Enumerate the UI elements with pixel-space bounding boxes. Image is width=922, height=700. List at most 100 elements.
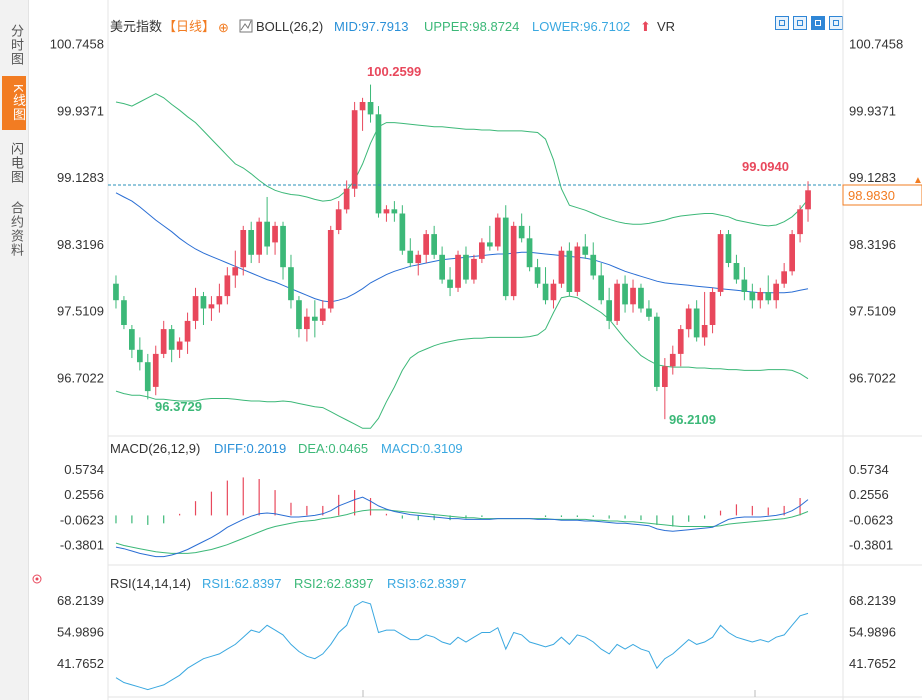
candle-body — [566, 250, 573, 292]
boll-upper-line — [115, 93, 809, 227]
tab-contract-info[interactable]: 合约资料 — [9, 201, 24, 257]
tab-kline[interactable]: K线图 — [2, 76, 26, 130]
price-tick-left: 96.7022 — [57, 371, 104, 386]
candle-body — [327, 230, 334, 309]
candle-body — [383, 209, 390, 214]
candle-body — [168, 329, 175, 350]
candle-body — [773, 283, 779, 301]
crosshair-icon[interactable] — [775, 16, 789, 30]
macd-tick-right: 0.2556 — [849, 487, 889, 502]
candle-body — [757, 292, 764, 301]
tab-time-sharing[interactable]: 分时图 — [9, 24, 24, 66]
candle-body — [359, 102, 366, 111]
price-axis: 100.7458 100.7458 99.9371 99.9371 99.1283 99.… — [50, 36, 903, 385]
diff-line — [115, 496, 809, 558]
candle-body — [590, 254, 597, 276]
rsi-tick-right: 68.2139 — [849, 593, 896, 608]
boll-label: BOLL(26,2) — [256, 19, 323, 34]
candle-body — [654, 316, 660, 387]
macd-tick-right: 0.5734 — [849, 462, 889, 477]
candle-body — [447, 279, 453, 288]
price-tick-left: 97.5109 — [57, 304, 104, 319]
candle-body — [455, 254, 461, 288]
gear-icon-center — [35, 577, 39, 581]
candle-body — [725, 234, 732, 263]
candle-body — [335, 209, 342, 230]
macd-axis: 0.5734 0.5734 0.2556 0.2556 -0.0623 -0.0623 -0… — [60, 462, 893, 552]
panel-frames — [107, 0, 922, 700]
rsi-axis: 68.2139 68.2139 54.9896 54.9896 41.7652 41.76… — [57, 593, 896, 671]
candle-body — [200, 296, 207, 309]
macd-tick-left: 0.5734 — [64, 462, 104, 477]
candle-body — [701, 325, 708, 338]
candle-body — [423, 234, 429, 255]
boll-mid-line — [115, 192, 809, 303]
low-annotation-1: 96.3729 — [155, 399, 202, 414]
rsi-plot — [115, 600, 809, 691]
candle-body — [248, 230, 254, 255]
candle-body — [391, 209, 398, 214]
instrument-name: 美元指数 — [110, 19, 162, 34]
zoom-out-icon[interactable] — [811, 16, 825, 30]
candle-body — [526, 238, 533, 268]
candle-body — [646, 308, 652, 317]
candle-body — [542, 283, 549, 301]
dea-line — [115, 509, 809, 554]
last-price-value: 98.9830 — [848, 188, 895, 203]
candle-body — [264, 221, 270, 247]
boll-lower-line — [115, 295, 809, 429]
tab-flash-chart[interactable]: 闪电图 — [9, 142, 24, 184]
price-tick-right: 99.1283 — [849, 170, 896, 185]
rsi-header: RSI(14,14,14) RSI1:62.8397 RSI2:62.8397 … — [32, 574, 467, 591]
rsi-title: RSI(14,14,14) — [110, 576, 191, 591]
settings-icon: ⊕ — [218, 20, 229, 35]
candle-body — [319, 308, 326, 321]
candle-body — [502, 217, 509, 297]
high-annotation: 100.2599 — [367, 64, 421, 79]
macd-diff: DIFF:0.2019 — [214, 441, 286, 456]
candle-body — [789, 234, 795, 272]
candle-body — [471, 258, 477, 280]
candle-body — [176, 341, 183, 350]
candle-body — [518, 225, 525, 239]
candle-body — [288, 267, 294, 301]
indicator-icon-glyph — [240, 20, 252, 31]
rsi-tick-left: 41.7652 — [57, 656, 104, 671]
candle-body — [479, 242, 485, 259]
candle-body — [487, 242, 493, 247]
price-tick-left: 98.3196 — [57, 237, 104, 252]
candle-body — [733, 263, 740, 280]
rsi-tick-left: 54.9896 — [57, 625, 104, 640]
fullscreen-icon[interactable] — [829, 16, 843, 30]
candle-body — [375, 114, 382, 214]
candle-body — [431, 234, 437, 255]
candle-body — [805, 190, 811, 210]
rsi-line — [115, 600, 809, 691]
candle-body — [693, 308, 700, 338]
candle-body — [598, 275, 604, 301]
rsi2-value: RSI2:62.8397 — [294, 576, 374, 591]
macd-tick-right: -0.0623 — [849, 512, 893, 527]
candle-body — [272, 225, 278, 243]
candle-body — [630, 287, 636, 305]
recent-high-annotation: 99.0940 — [742, 159, 789, 174]
candle-body — [558, 250, 565, 284]
candle-body — [622, 283, 628, 305]
candle-body — [129, 329, 135, 350]
macd-value: MACD:0.3109 — [381, 441, 463, 456]
candle-body — [224, 275, 231, 297]
macd-tick-right: -0.3801 — [849, 538, 893, 553]
view-tab-strip: 分时图 K线图 闪电图 合约资料 — [0, 0, 29, 700]
candle-body — [232, 267, 239, 276]
candle-body — [510, 225, 517, 297]
zoom-in-icon[interactable] — [793, 16, 807, 30]
macd-dea: DEA:0.0465 — [298, 441, 368, 456]
candle-body — [534, 267, 541, 284]
price-tick-left: 99.9371 — [57, 103, 104, 118]
price-tick-right: 96.7022 — [849, 371, 896, 386]
macd-tick-left: -0.3801 — [60, 538, 104, 553]
candle-body — [717, 234, 724, 292]
candle-body — [685, 308, 692, 330]
candle-body — [399, 213, 406, 251]
